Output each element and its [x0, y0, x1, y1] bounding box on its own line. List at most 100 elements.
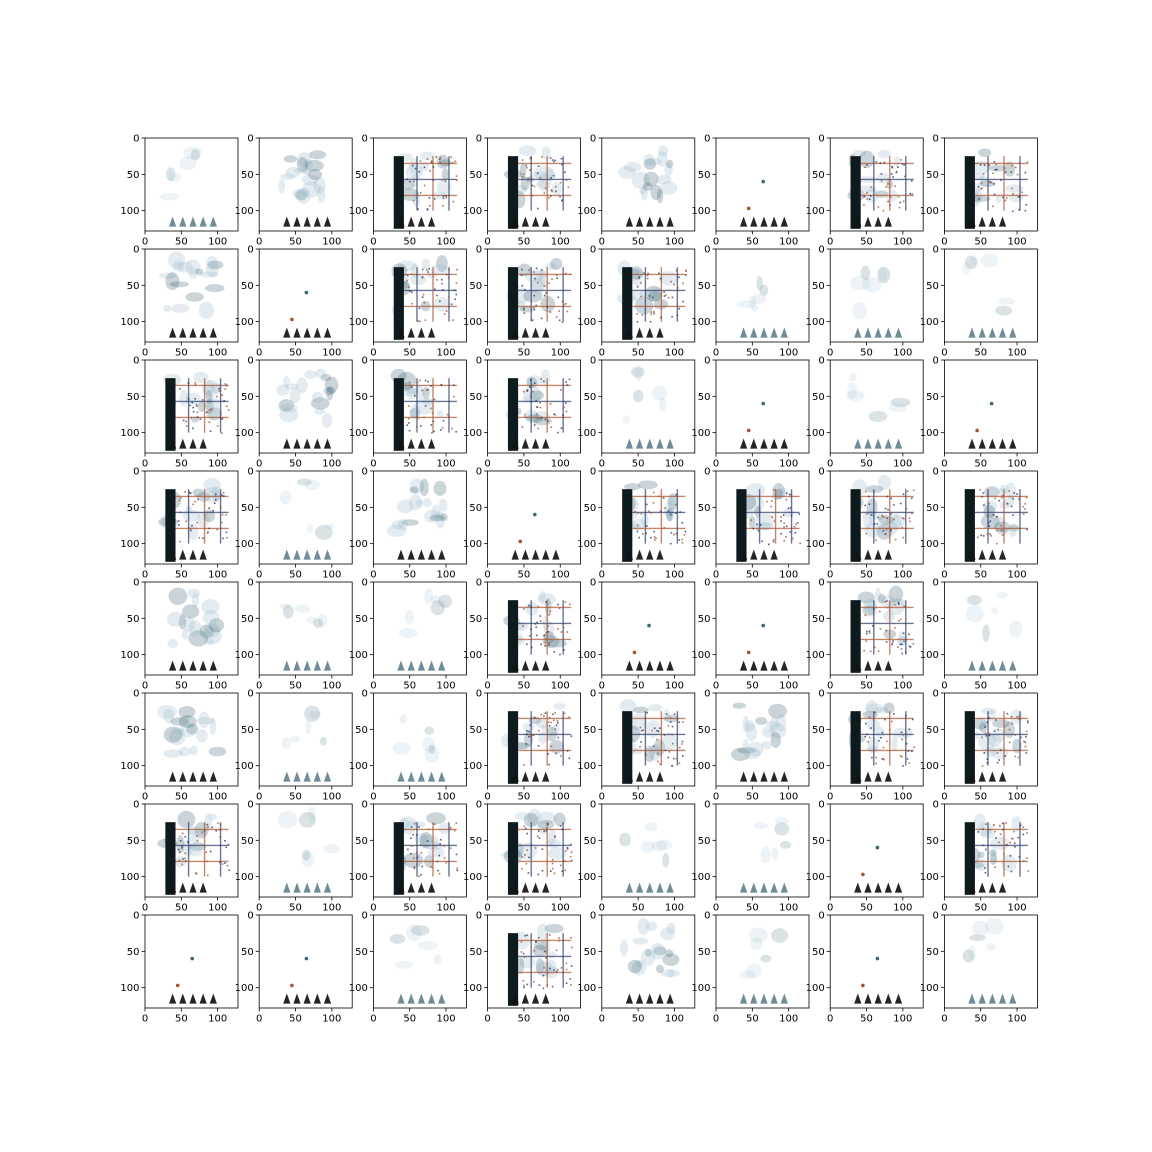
- dark-shape: [635, 882, 644, 893]
- haze-blob: [537, 811, 556, 825]
- texture-dot: [1006, 712, 1009, 715]
- texture-dot: [544, 950, 546, 953]
- texture-dot: [891, 642, 894, 644]
- texture-dot: [989, 520, 992, 523]
- dark-shape: [407, 660, 415, 671]
- haze-blob: [742, 739, 749, 752]
- texture-dot: [454, 298, 457, 301]
- haze-blob: [862, 510, 873, 528]
- haze-blob: [631, 960, 647, 976]
- texture-dot: [426, 840, 429, 842]
- dark-shape: [666, 660, 674, 671]
- texture-dot: [1013, 830, 1015, 833]
- texture-dot: [662, 497, 665, 499]
- haze-blob: [988, 733, 1002, 747]
- y-tick-label: 50: [812, 836, 825, 847]
- haze-blob: [426, 812, 446, 825]
- x-tick-label: 0: [713, 237, 719, 248]
- texture-dot: [912, 643, 915, 645]
- texture-dot: [890, 513, 892, 515]
- texture-dot: [416, 381, 419, 384]
- haze-blob: [656, 150, 668, 167]
- y-tick-label: 0: [818, 467, 824, 478]
- texture-dot: [659, 277, 662, 280]
- texture-dot: [556, 722, 559, 724]
- texture-dot: [552, 713, 554, 716]
- texture-dot: [537, 417, 540, 420]
- dark-shape: [894, 327, 903, 338]
- x-tick-label: 0: [599, 1014, 605, 1025]
- texture-dot: [865, 632, 868, 635]
- texture-dot: [521, 268, 523, 271]
- texture-dot: [563, 171, 566, 174]
- x-tick-label: 100: [779, 681, 798, 692]
- texture-dot: [645, 503, 648, 506]
- panel-image: [964, 707, 1029, 784]
- haze-blob: [653, 946, 667, 956]
- texture-dot: [412, 199, 415, 202]
- dark-shape: [874, 216, 882, 227]
- panel-background: [944, 138, 1038, 231]
- texture-dot: [524, 289, 526, 291]
- texture-dot: [1013, 492, 1015, 494]
- y-tick-label: 100: [920, 206, 939, 217]
- texture-dot: [911, 497, 913, 500]
- y-tick-label: 50: [812, 503, 825, 514]
- y-tick-label: 50: [355, 281, 368, 292]
- texture-dot: [890, 497, 893, 500]
- dark-shape: [189, 882, 197, 893]
- haze-blob: [535, 718, 548, 729]
- panel-frame: [829, 470, 924, 565]
- texture-dot: [533, 308, 536, 311]
- haze-blob: [409, 478, 425, 495]
- panel-image: [506, 258, 572, 340]
- texture-dot: [453, 289, 456, 291]
- texture-dot: [448, 268, 450, 271]
- texture-dot: [418, 170, 421, 173]
- dark-shape: [998, 771, 1007, 782]
- texture-dot: [529, 724, 532, 727]
- haze-blob: [619, 832, 632, 847]
- texture-dot: [1000, 529, 1003, 532]
- texture-dot: [452, 200, 455, 203]
- panel-frame: [601, 137, 696, 232]
- x-tick-label: 0: [827, 792, 833, 803]
- x-tick-label: 100: [779, 459, 798, 470]
- panel-image: [158, 477, 229, 562]
- x-tick-label: 50: [289, 237, 302, 248]
- texture-dot: [868, 495, 870, 498]
- texture-dot: [984, 871, 987, 874]
- texture-dot: [682, 300, 684, 303]
- texture-dot: [544, 712, 547, 714]
- texture-dot: [883, 758, 885, 761]
- texture-dot: [1001, 828, 1004, 831]
- haze-blob: [206, 398, 214, 414]
- x-tick-label: 0: [827, 237, 833, 248]
- haze-blob: [399, 627, 418, 638]
- y-tick-label: 50: [355, 947, 368, 958]
- haze-blob: [643, 158, 657, 170]
- panel-frame: [487, 137, 582, 232]
- dark-shape: [770, 882, 778, 893]
- speck: [290, 317, 294, 322]
- x-tick-label: 50: [289, 681, 302, 692]
- dark-shape: [874, 660, 882, 671]
- dark-shape: [168, 771, 177, 782]
- texture-dot: [565, 272, 567, 275]
- texture-dot: [430, 424, 433, 426]
- texture-dot: [986, 721, 989, 723]
- haze-blob: [190, 149, 201, 161]
- dark-shape: [1009, 660, 1017, 671]
- x-tick-label: 50: [974, 903, 987, 914]
- haze-blob: [197, 511, 210, 528]
- panel-background: [373, 804, 467, 897]
- texture-dot: [675, 493, 678, 496]
- y-tick-label: 50: [926, 725, 939, 736]
- panel-background: [716, 360, 809, 453]
- y-tick-label: 0: [590, 134, 596, 145]
- dark-shape: [635, 327, 644, 338]
- x-tick-label: 50: [518, 348, 531, 359]
- dark-shape: [323, 549, 332, 560]
- texture-dot: [897, 166, 899, 168]
